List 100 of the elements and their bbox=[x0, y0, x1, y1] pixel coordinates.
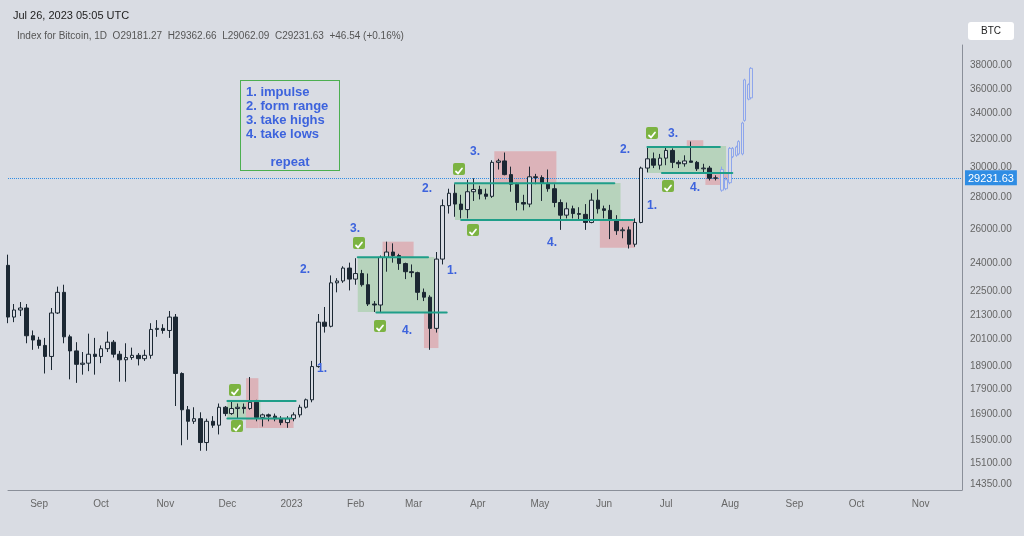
candlestick bbox=[602, 205, 606, 219]
candlestick bbox=[124, 342, 128, 383]
candlestick bbox=[577, 206, 581, 220]
candlestick bbox=[366, 273, 370, 307]
candlestick bbox=[360, 269, 364, 288]
annotation: 4. bbox=[547, 234, 558, 250]
candlestick bbox=[291, 411, 296, 422]
y-tick-label: 28000.00 bbox=[970, 190, 1013, 202]
y-tick-label: 16900.00 bbox=[970, 408, 1013, 420]
y-tick-label: 30000.00 bbox=[970, 161, 1013, 173]
candlestick bbox=[68, 334, 72, 380]
candlestick bbox=[93, 337, 97, 376]
y-tick-label: 17900.00 bbox=[970, 383, 1013, 395]
chart-title: Index for Bitcoin, 1D O29181.27 H29362.66 L29062.09 C29231.63 +46.54 (+0.16%) bbox=[17, 29, 404, 41]
candlestick bbox=[12, 303, 16, 323]
candlestick bbox=[627, 226, 631, 250]
candlestick bbox=[596, 188, 600, 215]
candlestick bbox=[130, 347, 134, 361]
candlestick bbox=[633, 217, 637, 248]
candlestick bbox=[490, 159, 494, 199]
y-tick-label: 38000.00 bbox=[970, 59, 1013, 71]
y-tick-label: 14350.00 bbox=[970, 478, 1013, 490]
x-tick-label: Mar bbox=[404, 497, 423, 509]
candlestick bbox=[341, 265, 345, 284]
y-tick-label: 15100.00 bbox=[970, 456, 1013, 468]
x-tick-label: Oct bbox=[93, 497, 110, 509]
candlestick bbox=[658, 153, 662, 171]
y-tick-label: 26000.00 bbox=[970, 222, 1013, 234]
x-tick-label: Nov bbox=[911, 497, 930, 509]
candlestick bbox=[304, 398, 308, 410]
candlestick bbox=[720, 166, 724, 193]
candlestick bbox=[211, 415, 215, 429]
candlestick bbox=[285, 415, 290, 429]
annotation: 3. bbox=[470, 143, 481, 159]
candlestick bbox=[484, 188, 488, 200]
y-tick-label: 32000.00 bbox=[970, 133, 1013, 145]
text: BTC bbox=[968, 22, 1014, 40]
candlestick bbox=[180, 371, 184, 446]
y-tick-label: 15900.00 bbox=[970, 434, 1013, 446]
candlestick bbox=[428, 294, 432, 351]
y-tick-label: 36000.00 bbox=[970, 82, 1013, 94]
candlestick bbox=[217, 403, 221, 435]
candlestick bbox=[149, 322, 153, 360]
y-tick-label: 20100.00 bbox=[970, 333, 1013, 345]
x-tick-label: Apr bbox=[469, 497, 487, 509]
candlestick bbox=[248, 376, 252, 411]
candlestick bbox=[639, 166, 643, 224]
candlestick bbox=[186, 405, 190, 441]
candlestick bbox=[571, 205, 575, 219]
candlestick bbox=[242, 403, 246, 415]
candlestick bbox=[192, 406, 196, 425]
annotation: 4. bbox=[402, 322, 413, 338]
candlestick bbox=[447, 188, 451, 215]
candlestick bbox=[31, 329, 35, 351]
annotation: 1. bbox=[447, 262, 458, 278]
chart-subtitle: Jul 26, 2023 05:05 UTC bbox=[13, 8, 130, 21]
candlestick bbox=[161, 323, 165, 335]
y-tick-label: 24000.00 bbox=[970, 257, 1013, 269]
x-tick-label: Aug bbox=[721, 497, 740, 509]
x-tick-label: Jul bbox=[659, 497, 673, 509]
x-tick-label: Jun bbox=[595, 497, 613, 509]
candlestick bbox=[384, 241, 389, 273]
annotation: 2. bbox=[620, 141, 631, 157]
candlestick bbox=[546, 169, 550, 193]
candlestick bbox=[279, 415, 283, 426]
annotation: 3. bbox=[668, 125, 679, 141]
candlestick bbox=[689, 141, 693, 163]
candlestick bbox=[391, 242, 395, 264]
x-tick-label: Sep bbox=[30, 497, 49, 509]
x-tick-label: 2023 bbox=[280, 497, 304, 509]
candlestick bbox=[478, 185, 482, 200]
candlestick bbox=[515, 182, 519, 211]
annotation: 3. bbox=[350, 220, 361, 236]
y-tick-label: 21300.00 bbox=[970, 308, 1013, 320]
x-tick-label: Sep bbox=[785, 497, 804, 509]
y-tick-label: 22500.00 bbox=[970, 284, 1013, 296]
x-tick-label: Feb bbox=[347, 497, 365, 509]
annotation: 1. impulse 2. form range 3. take highs 4. take lows repeat bbox=[246, 84, 330, 169]
y-tick-label: 34000.00 bbox=[970, 107, 1013, 119]
candlestick bbox=[459, 194, 463, 219]
candlestick bbox=[695, 160, 699, 172]
x-tick-label: Nov bbox=[156, 497, 175, 509]
candlestick bbox=[43, 337, 47, 374]
candlestick bbox=[329, 274, 333, 328]
candlestick bbox=[608, 204, 612, 240]
candlestick bbox=[37, 336, 41, 350]
candlestick bbox=[664, 146, 668, 166]
x-tick-label: Oct bbox=[848, 497, 865, 509]
candlestick bbox=[6, 254, 10, 324]
ref-line-label: 29231.63 bbox=[968, 171, 1014, 184]
candlestick bbox=[453, 183, 457, 218]
x-tick-label: May bbox=[530, 497, 550, 509]
candlestick bbox=[310, 360, 314, 403]
x-tick-label: Dec bbox=[218, 497, 237, 509]
annotation: 4. bbox=[690, 179, 701, 195]
candlestick bbox=[298, 404, 302, 418]
annotation: 1. bbox=[317, 360, 328, 376]
candlestick bbox=[155, 319, 159, 338]
candlestick bbox=[335, 277, 339, 293]
candlestick bbox=[99, 344, 103, 364]
